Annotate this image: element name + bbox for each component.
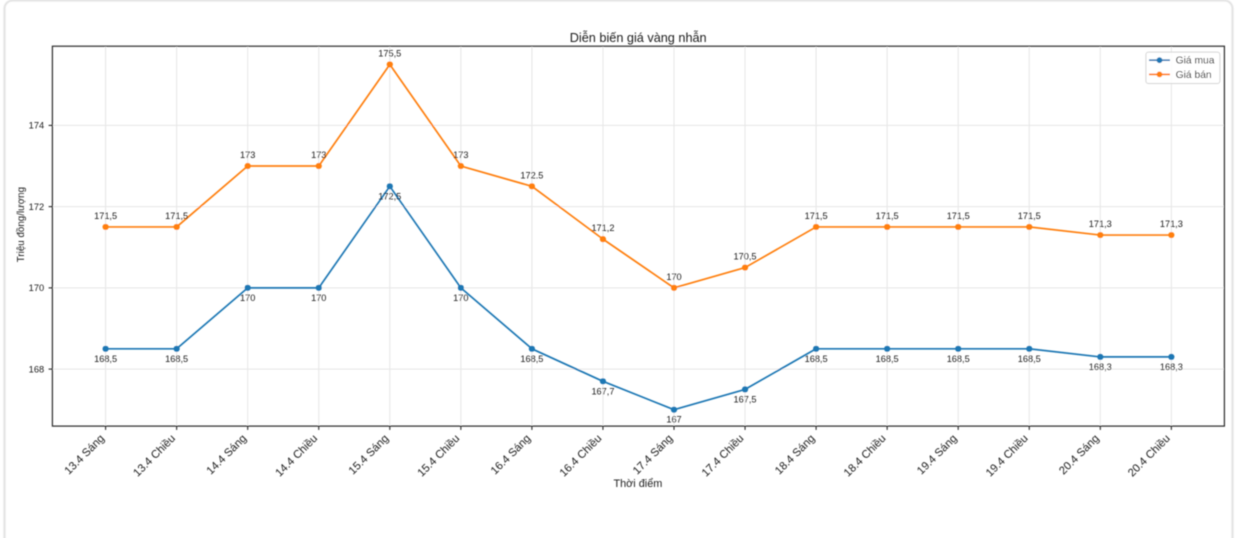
svg-text:171,5: 171,5 [94,211,117,221]
svg-text:173: 173 [453,150,468,160]
svg-text:171,5: 171,5 [165,211,188,221]
svg-text:171,3: 171,3 [1089,219,1112,229]
svg-text:170: 170 [29,283,45,293]
svg-text:168,5: 168,5 [165,354,188,364]
svg-text:171,5: 171,5 [876,211,899,221]
svg-text:172.5: 172.5 [520,170,543,180]
svg-text:172,5: 172,5 [378,191,401,201]
svg-text:170: 170 [453,293,468,303]
svg-text:168,5: 168,5 [94,354,117,364]
svg-text:168,5: 168,5 [805,354,828,364]
svg-text:171,3: 171,3 [1160,219,1183,229]
svg-text:168,5: 168,5 [520,354,543,364]
svg-text:168,5: 168,5 [1018,354,1041,364]
svg-text:173: 173 [311,150,326,160]
svg-text:168,3: 168,3 [1089,362,1112,372]
svg-text:167,5: 167,5 [734,394,757,404]
svg-text:167,7: 167,7 [591,386,614,396]
svg-text:173: 173 [240,150,255,160]
svg-text:168: 168 [29,364,45,374]
svg-text:175,5: 175,5 [378,48,401,58]
svg-text:171,5: 171,5 [1018,211,1041,221]
svg-text:171,5: 171,5 [947,211,970,221]
svg-text:171,5: 171,5 [805,211,828,221]
svg-text:Giá mua: Giá mua [1176,56,1215,67]
svg-text:174: 174 [29,121,45,131]
svg-text:Diễn biến giá vàng nhẫn: Diễn biến giá vàng nhẫn [570,30,707,45]
svg-text:168,5: 168,5 [947,354,970,364]
svg-text:Giá bán: Giá bán [1176,70,1212,81]
svg-text:170,5: 170,5 [734,252,757,262]
svg-text:Triệu đồng/lượng: Triệu đồng/lượng [16,187,27,262]
svg-text:168,5: 168,5 [876,354,899,364]
svg-text:168,3: 168,3 [1160,362,1183,372]
svg-text:170: 170 [666,272,681,282]
svg-text:167: 167 [666,415,681,425]
svg-text:171,2: 171,2 [591,223,614,233]
svg-text:172: 172 [29,202,45,212]
svg-text:Thời điểm: Thời điểm [613,478,662,490]
svg-text:170: 170 [311,293,326,303]
svg-text:170: 170 [240,293,255,303]
